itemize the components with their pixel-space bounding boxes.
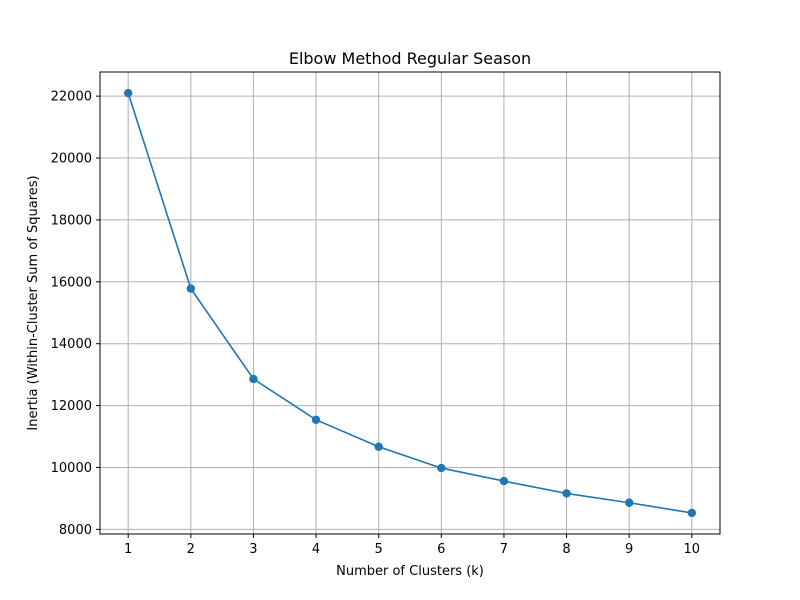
data-point — [186, 284, 196, 293]
y-axis-label: Inertia (Within-Cluster Sum of Squares) — [26, 175, 41, 430]
grid — [100, 72, 720, 534]
plot-frame — [99, 71, 721, 535]
x-axis-label: Number of Clusters (k) — [336, 564, 484, 579]
data-point — [562, 489, 571, 498]
x-tick-label: 7 — [500, 542, 508, 557]
data-point — [249, 374, 258, 384]
y-tick-label: 16000 — [51, 275, 92, 290]
y-tick-label: 10000 — [51, 461, 92, 476]
y-tick-label: 22000 — [51, 90, 92, 105]
data-point — [311, 415, 321, 425]
data-point — [123, 88, 133, 98]
y-tick-label: 20000 — [51, 152, 92, 167]
y-tick-label: 12000 — [51, 399, 92, 414]
chart-title: Elbow Method Regular Season — [289, 49, 531, 68]
y-tick-label: 8000 — [59, 523, 92, 538]
data-point — [437, 463, 446, 473]
series-line — [127, 92, 692, 514]
x-tick-label: 4 — [312, 542, 320, 557]
y-tick-label: 18000 — [51, 213, 92, 228]
x-tick-label: 6 — [437, 542, 445, 557]
x-tick-label: 10 — [684, 542, 701, 557]
data-point — [499, 476, 509, 486]
x-tick-label: 1 — [124, 542, 132, 557]
data-point — [624, 498, 634, 507]
data-point — [374, 442, 383, 451]
x-tick-label: 2 — [187, 542, 195, 557]
series — [123, 88, 697, 518]
axis-ticks: 1 2 3 4 5 6 7 8 9 10 8000 10000 12000 14000 16000 18000… — [51, 90, 700, 557]
x-tick-label: 8 — [562, 542, 570, 557]
y-tick-label: 14000 — [51, 337, 92, 352]
x-tick-label: 3 — [249, 542, 257, 557]
x-tick-label: 5 — [375, 542, 383, 557]
x-tick-label: 9 — [625, 542, 633, 557]
data-point — [687, 508, 697, 518]
